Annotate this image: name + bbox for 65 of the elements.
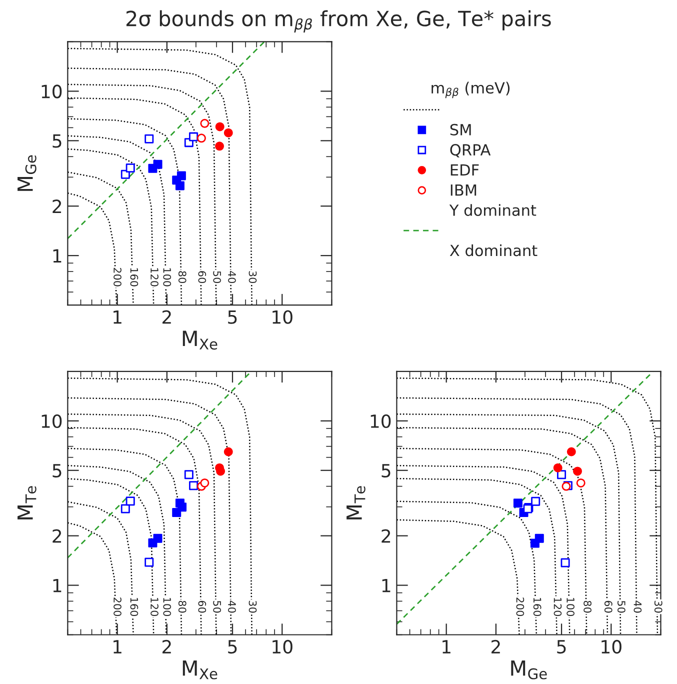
x-tick-label: 10 — [272, 640, 292, 654]
x-axis-title: M$_{Ge}$ — [511, 660, 547, 680]
legend-label: SM — [450, 124, 471, 136]
chart-title: 2σ bounds on m$_{ββ}$ from Xe, Ge, Te* pairs — [126, 10, 551, 33]
text: 50 — [617, 600, 626, 613]
text: 60 — [198, 271, 206, 284]
x-tick-label: 5 — [228, 310, 237, 324]
text: Y dominant — [449, 204, 536, 216]
text: 100 — [566, 598, 574, 616]
text: 30 — [248, 600, 257, 613]
y-tick-label: 2 — [52, 200, 62, 213]
y-axis-title: M$_{Te}$ — [346, 486, 366, 520]
text: 50 — [213, 271, 222, 284]
text: 80 — [584, 600, 592, 613]
x-tick-label: 5 — [557, 640, 566, 654]
text: 100 — [163, 268, 172, 286]
text: X dominant — [450, 244, 538, 256]
text: 60 — [604, 600, 612, 613]
legend-title: m$_{ββ}$ (meV) — [432, 82, 510, 98]
x-axis-title: M$_{Xe}$ — [182, 330, 218, 350]
text: 40 — [634, 600, 642, 613]
y-axis-title: M$_{Ge}$ — [18, 155, 36, 191]
text: 200 — [516, 598, 524, 616]
text: 60 — [198, 600, 206, 613]
y-tick-label: 10 — [42, 84, 62, 98]
x-axis-title: M$_{Xe}$ — [182, 660, 218, 680]
text: 120 — [150, 598, 158, 616]
text: 160 — [533, 598, 542, 616]
text: 40 — [228, 600, 236, 613]
x-tick-label: 2 — [162, 310, 171, 324]
y-axis-title: M$_{Te}$ — [18, 486, 36, 520]
text: 160 — [130, 598, 138, 616]
x-tick-label: 1 — [442, 640, 450, 654]
y-tick-label: 5 — [52, 134, 62, 148]
x-tick-label: 5 — [228, 640, 237, 654]
text: 50 — [213, 600, 222, 613]
text: 160 — [130, 268, 138, 286]
x-tick-label: 2 — [162, 640, 171, 654]
x-tick-label: 2 — [492, 640, 500, 654]
legend-label: EDF — [450, 164, 479, 176]
y-tick-label: 5 — [52, 464, 62, 478]
y-tick-label: 10 — [370, 414, 391, 428]
text: 120 — [150, 268, 158, 286]
x-tick-label: 10 — [602, 640, 622, 654]
text: 200 — [114, 268, 122, 286]
legend-label: QRPA — [450, 144, 491, 158]
y-tick-label: 2 — [52, 529, 62, 543]
y-tick-label: 2 — [382, 529, 390, 543]
text: 120 — [554, 598, 562, 616]
text: 80 — [178, 600, 186, 613]
text: 80 — [178, 271, 186, 284]
text: 30 — [248, 271, 257, 284]
y-tick-label: 1 — [53, 249, 62, 262]
text: 30 — [654, 600, 662, 613]
text: 200 — [114, 598, 122, 616]
text: 40 — [228, 270, 236, 284]
text: 100 — [163, 598, 172, 616]
y-tick-label: 1 — [53, 578, 62, 592]
y-tick-label: 10 — [42, 414, 62, 428]
legend-label: IBM — [450, 184, 476, 196]
x-tick-label: 1 — [114, 310, 122, 324]
y-tick-label: 5 — [382, 464, 390, 478]
x-tick-label: 10 — [272, 310, 292, 324]
y-tick-label: 1 — [382, 578, 390, 592]
x-tick-label: 1 — [114, 640, 122, 654]
